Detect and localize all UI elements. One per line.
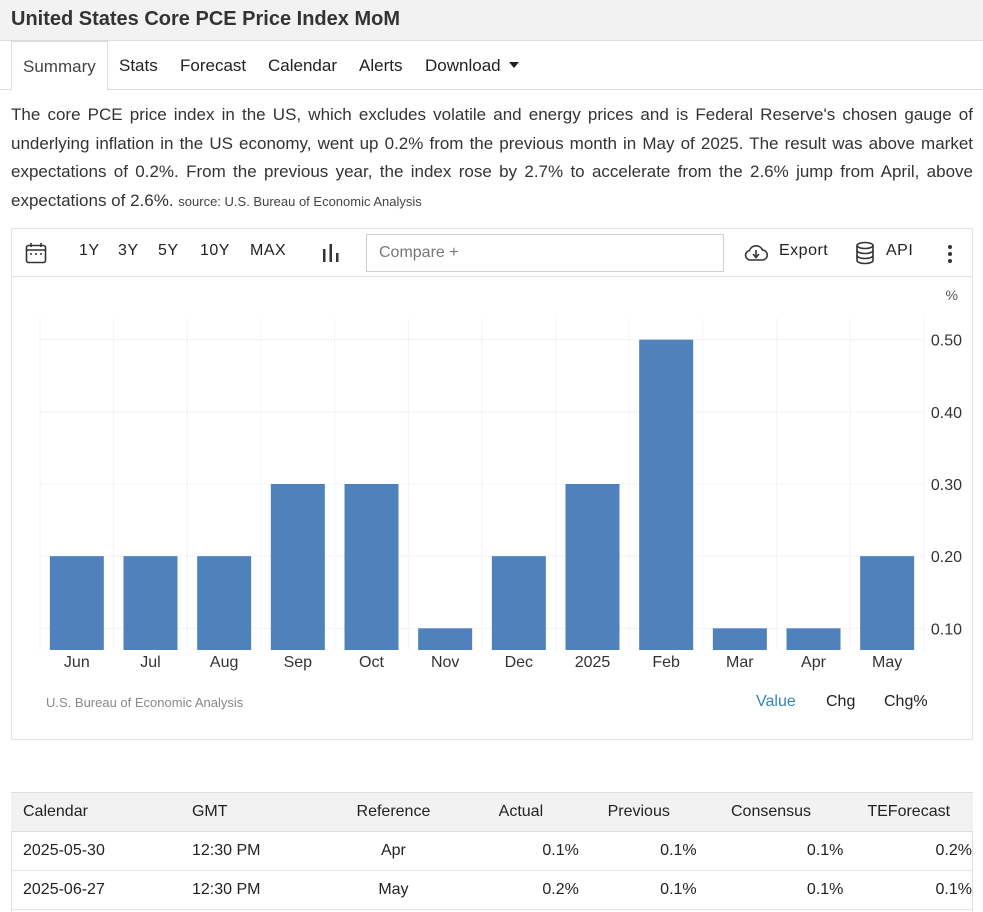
cell-reference: Apr (324, 831, 462, 871)
col-actual: Actual (461, 792, 580, 832)
tab-download[interactable]: Download (425, 41, 519, 90)
tab-calendar[interactable]: Calendar (268, 56, 337, 75)
description-source: source: U.S. Bureau of Economic Analysis (178, 193, 422, 209)
range-3y[interactable]: 3Y (118, 242, 139, 259)
bar (786, 628, 841, 650)
table-row: 2025-06-27 12:30 PM May 0.2% 0.1% 0.1% 0… (11, 870, 973, 910)
cell-previous: 0.1% (579, 831, 698, 871)
x-tick-label: Mar (726, 654, 754, 671)
col-reference: Reference (324, 792, 462, 832)
bar (270, 484, 325, 650)
title-bar: United States Core PCE Price Index MoM (0, 0, 983, 41)
cell-teforecast: 0.2% (844, 831, 973, 871)
cloud-download-icon[interactable] (743, 243, 769, 263)
range-max[interactable]: MAX (250, 242, 287, 259)
view-chg-pct-button[interactable]: Chg% (884, 693, 928, 710)
tab-stats[interactable]: Stats (119, 56, 158, 75)
x-tick-label: Feb (652, 654, 680, 671)
api-button[interactable]: API (886, 242, 914, 259)
col-gmt: GMT (190, 792, 325, 832)
bar-chart: 0.10 0.20 0.30 0.40 0.50% Jun Jul Aug Sep Oct Nov D… (39, 287, 962, 671)
tab-bar: Summary Stats Forecast Calendar Alerts D… (0, 41, 983, 91)
cell-gmt: 12:30 PM (190, 870, 325, 910)
bar (712, 628, 767, 650)
bar (49, 556, 104, 650)
x-tick-label: Aug (210, 654, 238, 671)
description-text: The core PCE price index in the US, whic… (11, 105, 973, 210)
bar (491, 556, 546, 650)
bar (344, 484, 399, 650)
cell-consensus: 0.1% (697, 831, 845, 871)
cell-teforecast: 0.1% (844, 870, 973, 910)
bar (123, 556, 178, 650)
chart-source: U.S. Bureau of Economic Analysis (46, 695, 244, 710)
x-tick-label: Oct (359, 654, 384, 671)
tab-forecast[interactable]: Forecast (180, 56, 247, 75)
cell-actual: 0.2% (461, 870, 580, 910)
calendar-icon[interactable] (25, 242, 47, 264)
bar (639, 339, 694, 650)
range-5y[interactable]: 5Y (158, 242, 179, 259)
export-button[interactable]: Export (779, 242, 829, 259)
cell-gmt: 12:30 PM (190, 831, 325, 871)
cell-consensus: 0.1% (697, 870, 845, 910)
cell-reference: May (324, 870, 462, 910)
chart-toolbar: 1Y 3Y 5Y 10Y MAX Export API (12, 229, 972, 277)
cell-date: 2025-05-30 (11, 831, 191, 871)
calendar-table: Calendar GMT Reference Actual Previous C… (11, 792, 973, 910)
x-tick-label: Dec (505, 654, 533, 671)
view-value-button[interactable]: Value (756, 693, 796, 710)
tab-summary[interactable]: Summary (11, 41, 108, 91)
caret-down-icon (508, 62, 519, 68)
y-tick-label: 0.40 (931, 405, 962, 422)
bar (860, 556, 915, 650)
page-title: United States Core PCE Price Index MoM (11, 8, 400, 30)
range-1y[interactable]: 1Y (79, 242, 100, 259)
col-calendar: Calendar (11, 792, 191, 832)
x-tick-label: May (872, 654, 902, 671)
y-tick-label: 0.10 (931, 621, 962, 638)
x-tick-label: 2025 (575, 654, 611, 671)
table-row: 2025-05-30 12:30 PM Apr 0.1% 0.1% 0.1% 0… (11, 831, 973, 871)
more-options-icon[interactable] (948, 245, 952, 266)
bar (565, 484, 620, 650)
chart-panel: 1Y 3Y 5Y 10Y MAX Export API 0.10 0.20 0.30… (11, 228, 973, 740)
x-tick-label: Sep (284, 654, 313, 671)
tab-alerts[interactable]: Alerts (359, 56, 403, 75)
cell-date: 2025-06-27 (11, 870, 191, 910)
col-teforecast: TEForecast (844, 792, 973, 832)
database-icon[interactable] (855, 241, 875, 265)
col-previous: Previous (579, 792, 698, 832)
bar (197, 556, 252, 650)
y-tick-label: 0.50 (931, 333, 962, 350)
cell-previous: 0.1% (579, 870, 698, 910)
description: The core PCE price index in the US, whic… (11, 101, 973, 216)
x-tick-label: Jul (140, 654, 160, 671)
col-consensus: Consensus (697, 792, 845, 832)
table-header-row: Calendar GMT Reference Actual Previous C… (11, 792, 973, 832)
x-tick-label: Apr (801, 654, 827, 671)
cell-actual: 0.1% (461, 831, 580, 871)
bar (418, 628, 473, 650)
compare-input[interactable] (366, 234, 724, 272)
chart-type-icon[interactable] (322, 243, 340, 263)
tab-download-label: Download (425, 56, 501, 75)
y-tick-label: 0.20 (931, 549, 962, 566)
view-chg-button[interactable]: Chg (826, 693, 856, 710)
y-axis-unit: % (946, 287, 958, 303)
range-10y[interactable]: 10Y (200, 242, 230, 259)
x-tick-label: Nov (431, 654, 459, 671)
x-tick-label: Jun (64, 654, 90, 671)
y-tick-label: 0.30 (931, 477, 962, 494)
